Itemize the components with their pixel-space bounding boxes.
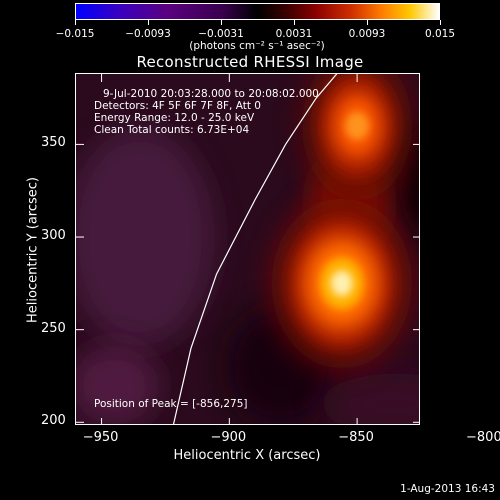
x-tick-label: −950 <box>82 430 119 445</box>
colorbar <box>75 3 440 20</box>
heatmap <box>76 74 419 424</box>
time-range-text: 9-Jul-2010 20:03:28.000 to 20:08:02.000 <box>103 88 319 100</box>
colorbar-units: (photons cm⁻² s⁻¹ asec⁻²) <box>189 40 325 52</box>
colorbar-tick-label: 0.0031 <box>275 28 313 40</box>
x-tick-label: −850 <box>338 430 374 445</box>
colorbar-tick-label: −0.0093 <box>125 28 171 40</box>
colorbar-tick-label: −0.0031 <box>198 28 244 40</box>
detectors-text: Detectors: 4F 5F 6F 7F 8F, Att 0 <box>94 100 261 112</box>
colorbar-tick-label: 0.015 <box>424 28 456 40</box>
source-1-layer-3 <box>345 111 370 140</box>
clean-counts-text: Clean Total counts: 6.73E+04 <box>94 124 250 136</box>
background-structure-5 <box>320 373 419 424</box>
energy-range-text: Energy Range: 12.0 - 25.0 keV <box>94 112 255 124</box>
colorbar-tick-mark <box>221 20 222 25</box>
x-axis-title: Heliocentric X (arcsec) <box>173 448 321 463</box>
chart-title: Reconstructed RHESSI Image <box>136 53 364 71</box>
solar-limb-curve <box>172 74 338 424</box>
y-tick-label: 350 <box>41 135 66 151</box>
colorbar-tick-mark <box>367 20 368 25</box>
source-0-layer-4 <box>330 270 353 297</box>
y-tick-label: 200 <box>41 413 66 429</box>
y-axis-title: Heliocentric Y (arcsec) <box>25 177 41 323</box>
x-tick-label: −800 <box>466 430 500 445</box>
peak-position-text: Position of Peak = [-856,275] <box>94 398 248 410</box>
colorbar-tick-mark <box>75 20 76 25</box>
y-tick-label: 300 <box>41 228 66 244</box>
background-structure-4 <box>76 345 160 424</box>
colorbar-tick-mark <box>440 20 441 25</box>
y-tick-label: 250 <box>41 320 66 336</box>
colorbar-tick-label: −0.015 <box>55 28 95 40</box>
colorbar-tick-mark <box>148 20 149 25</box>
plot-area <box>75 73 420 425</box>
colorbar-tick-label: 0.0093 <box>348 28 386 40</box>
colorbar-tick-mark <box>294 20 295 25</box>
timestamp: 1-Aug-2013 16:43 <box>400 483 495 495</box>
background-structure-0 <box>76 127 215 347</box>
x-tick-label: −900 <box>210 430 247 445</box>
